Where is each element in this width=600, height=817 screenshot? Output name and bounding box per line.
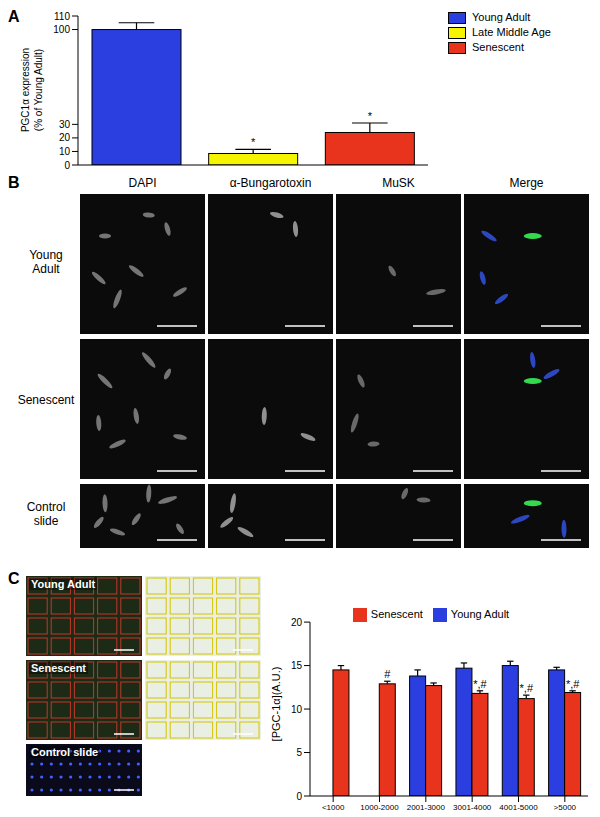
- html-text:(% of Young Adult): (% of Young Adult): [33, 48, 44, 132]
- html-text:Senescent: Senescent: [472, 41, 524, 53]
- svg-text:>5000: >5000: [554, 803, 577, 812]
- svg-text:0: 0: [296, 791, 302, 802]
- html-text:MuSK: MuSK: [382, 176, 415, 190]
- svg-text:30: 30: [59, 119, 71, 130]
- svg-text:15: 15: [291, 660, 303, 671]
- svg-text:*,#: *,#: [566, 678, 580, 690]
- html-text:Young Adult: Young Adult: [472, 11, 531, 23]
- svg-text:*,#: *,#: [473, 678, 487, 690]
- svg-text:20: 20: [59, 132, 71, 143]
- svg-text:1000-2000: 1000-2000: [360, 803, 399, 812]
- html-text:α-Bungarotoxin: α-Bungarotoxin: [229, 176, 312, 190]
- svg-text:*: *: [368, 110, 373, 122]
- html-text:Merge: Merge: [509, 176, 544, 190]
- html-text:Young Adult: Young Adult: [450, 608, 510, 620]
- html-text:Late Middle Age: Late Middle Age: [472, 26, 551, 38]
- html-text:Control slide: Control slide: [26, 500, 66, 528]
- svg-text:20: 20: [291, 617, 303, 628]
- svg-text:5: 5: [296, 747, 302, 758]
- svg-text:*: *: [251, 136, 256, 148]
- svg-text:2001-3000: 2001-3000: [407, 803, 446, 812]
- html-text:Senescent: Senescent: [31, 662, 86, 674]
- svg-text:#: #: [384, 668, 391, 680]
- html-text:DAPI: DAPI: [128, 176, 157, 190]
- svg-text:110: 110: [54, 11, 70, 22]
- html-text:C: C: [8, 570, 20, 587]
- svg-text:3001-4000: 3001-4000: [453, 803, 492, 812]
- html-text:Senescent: Senescent: [17, 393, 75, 407]
- svg-text:100: 100: [53, 24, 70, 35]
- html-text:Young Adult: Young Adult: [31, 578, 96, 590]
- svg-text:10: 10: [59, 146, 71, 157]
- html-text:B: B: [8, 174, 20, 191]
- html-text:Senescent: Senescent: [370, 608, 423, 620]
- html-text:Young Adult: Young Adult: [29, 248, 63, 276]
- svg-text:<1000: <1000: [322, 803, 345, 812]
- svg-text:0: 0: [64, 160, 70, 171]
- html-text:A: A: [8, 8, 20, 25]
- svg-text:10: 10: [291, 704, 303, 715]
- html-text:Control slide: Control slide: [31, 746, 99, 758]
- html-text:PGC1α expression: PGC1α expression: [20, 47, 31, 133]
- svg-text:*,#: *,#: [520, 682, 534, 694]
- svg-text:4001-5000: 4001-5000: [499, 803, 538, 812]
- html-text:[PGC-1α](A.U.): [PGC-1α](A.U.): [270, 666, 282, 742]
